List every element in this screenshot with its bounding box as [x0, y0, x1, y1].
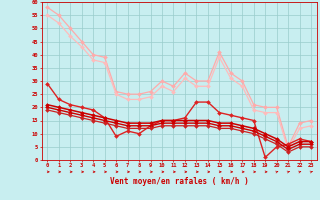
X-axis label: Vent moyen/en rafales ( km/h ): Vent moyen/en rafales ( km/h ) [110, 177, 249, 186]
